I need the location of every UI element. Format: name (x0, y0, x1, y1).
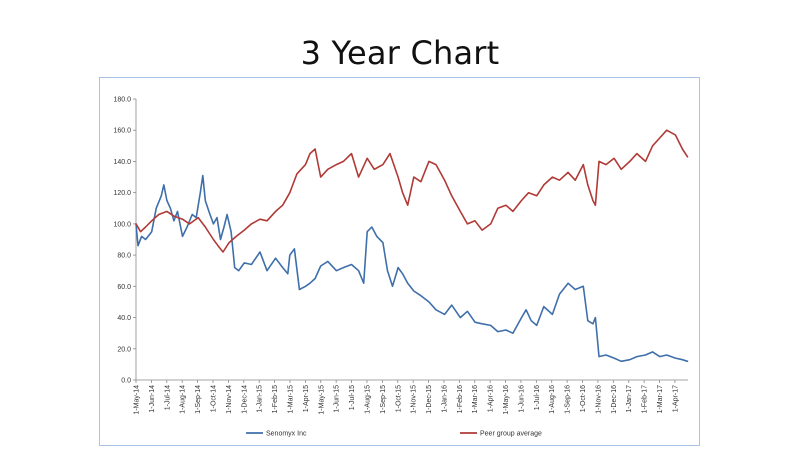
y-tick-label: 20.0 (117, 346, 131, 353)
y-tick-label: 100.0 (113, 221, 131, 228)
x-tick-label: 1-Jun-15 (334, 385, 341, 413)
x-tick-label: 1-Nov-14 (226, 385, 233, 414)
x-tick-label: 1-Apr-16 (488, 385, 495, 412)
y-axis: 0.0 20.0 40.0 60.0 80.0 100.0 120.0 140.0 160.0 1… (113, 97, 137, 385)
x-tick-label: 1-Jul-14 (164, 385, 171, 410)
x-tick-label: 1-Sep-15 (380, 385, 387, 414)
y-tick-label: 180.0 (113, 97, 131, 104)
x-tick-label: 1-May-15 (318, 385, 325, 415)
x-tick-label: 1-Jul-16 (534, 385, 541, 410)
x-tick-label: 1-Mar-16 (472, 385, 479, 414)
x-tick-label: 1-Mar-15 (287, 385, 294, 414)
x-tick-label: 1-Jun-16 (518, 385, 525, 413)
x-tick-label: 1-Oct-15 (395, 385, 402, 412)
legend-label: Senomyx Inc (266, 431, 307, 438)
y-tick-label: 0.0 (121, 378, 131, 385)
x-tick-label: 1-May-14 (134, 385, 141, 415)
y-tick-label: 160.0 (113, 128, 131, 135)
series-line-peer-average (135, 129, 689, 253)
x-tick-label: 1-Feb-16 (457, 385, 464, 414)
x-tick-label: 1-Jan-16 (441, 385, 448, 413)
x-tick-label: 1-Oct-14 (210, 385, 217, 412)
legend: Senomyx Inc Peer group average (246, 431, 542, 438)
x-tick-label: 1-Jan-17 (626, 385, 633, 413)
y-tick-label: 140.0 (113, 159, 131, 166)
x-tick-label: 1-Jul-15 (349, 385, 356, 410)
x-axis: 1-May-14 1-Jun-14 1-Jul-14 1-Aug-14 1-Sep-14… (134, 379, 688, 415)
x-tick-label: 1-Aug-15 (364, 385, 371, 414)
y-tick-label: 40.0 (117, 315, 131, 322)
x-tick-label: 1-Sep-16 (565, 385, 572, 414)
x-tick-label: 1-Jan-15 (257, 385, 264, 413)
x-tick-label: 1-Jun-14 (149, 385, 156, 413)
x-tick-label: 1-Nov-15 (411, 385, 418, 414)
x-tick-label: 1-Dec-15 (426, 385, 433, 414)
legend-label: Peer group average (480, 431, 542, 438)
x-tick-label: 1-Feb-15 (272, 385, 279, 414)
x-tick-label: 1-Aug-14 (180, 385, 187, 414)
x-tick-label: 1-Dec-14 (241, 385, 248, 414)
x-tick-label: 1-Nov-16 (595, 385, 602, 414)
x-tick-label: 1-Apr-15 (303, 385, 310, 412)
x-tick-label: 1-Sep-14 (195, 385, 202, 414)
x-tick-label: 1-May-16 (503, 385, 510, 415)
line-chart: 0.0 20.0 40.0 60.0 80.0 100.0 120.0 140.0 160.0 1… (113, 97, 689, 438)
y-tick-label: 60.0 (117, 284, 131, 291)
x-tick-label: 1-Oct-16 (580, 385, 587, 412)
x-tick-label: 1-Mar-17 (657, 385, 664, 414)
slide-title: 3 Year Chart (300, 34, 500, 72)
y-tick-label: 120.0 (113, 190, 131, 197)
series-line-senomyx (135, 174, 689, 363)
y-tick-label: 80.0 (117, 253, 131, 260)
x-tick-label: 1-Aug-16 (549, 385, 556, 414)
x-tick-label: 1-Feb-17 (642, 385, 649, 414)
x-tick-label: 1-Apr-17 (672, 385, 679, 412)
series-lines (135, 129, 689, 363)
chart-frame: 0.0 20.0 40.0 60.0 80.0 100.0 120.0 140.0 160.0 1… (99, 77, 700, 446)
x-tick-label: 1-Dec-16 (611, 385, 618, 414)
